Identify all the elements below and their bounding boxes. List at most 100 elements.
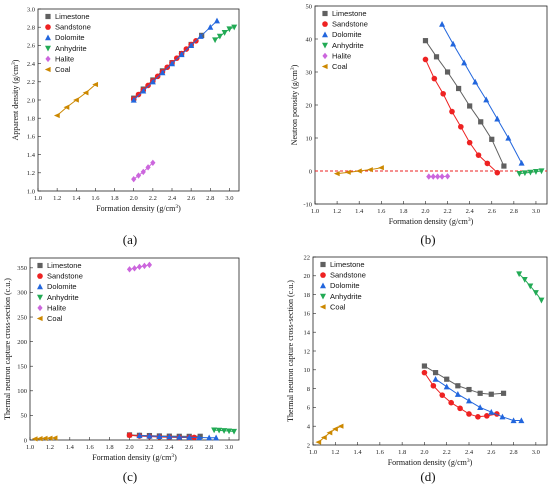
data-point xyxy=(489,136,495,142)
series-dolomite xyxy=(136,432,220,441)
y-tick-label: 14 xyxy=(304,330,311,337)
legend-marker xyxy=(320,261,326,268)
data-point xyxy=(367,167,373,173)
x-tick-label: 2.2 xyxy=(444,208,452,215)
y-tick-label: 8 xyxy=(307,386,310,393)
legend-marker xyxy=(319,304,326,310)
x-tick-label: 3.0 xyxy=(532,208,540,215)
x-tick-label: 2.0 xyxy=(125,444,133,451)
x-tick-label: 1.8 xyxy=(399,208,407,215)
data-point xyxy=(456,85,462,92)
data-point xyxy=(126,432,133,439)
data-point xyxy=(145,82,151,89)
x-tick-label: 2.4 xyxy=(165,444,174,451)
x-tick-label: 2.4 xyxy=(466,208,475,215)
data-point xyxy=(166,433,173,440)
data-point xyxy=(221,428,228,434)
data-point xyxy=(455,383,461,389)
data-point xyxy=(454,391,461,397)
legend-label: Halite xyxy=(332,51,351,60)
series-dolomite xyxy=(432,376,525,424)
y-tick-label: 6 xyxy=(307,405,311,412)
x-tick-label: 2.6 xyxy=(187,195,196,202)
x-axis-label: Formation density (g/cm3) xyxy=(96,204,181,213)
y-tick-label: -10 xyxy=(303,201,312,208)
x-tick-label: 1.2 xyxy=(46,444,54,451)
data-point xyxy=(466,397,472,404)
legend-label: Anhydrite xyxy=(55,44,87,53)
x-tick-label: 1.4 xyxy=(72,195,81,202)
data-point xyxy=(206,434,213,441)
legend-marker xyxy=(322,42,328,49)
data-point xyxy=(337,423,344,429)
y-tick-label: 1.0 xyxy=(27,188,35,195)
data-point xyxy=(466,386,472,393)
y-tick-label: 10 xyxy=(306,135,313,142)
data-point xyxy=(213,17,220,24)
x-tick-label: 2.8 xyxy=(205,444,213,451)
data-point xyxy=(516,271,523,278)
x-tick-label: 2.4 xyxy=(168,195,177,202)
x-tick-label: 2.0 xyxy=(420,449,428,456)
x-axis-label: Formation density (g/cm3) xyxy=(389,217,474,226)
data-point xyxy=(226,26,233,33)
series-anhydrite xyxy=(211,427,238,435)
data-point xyxy=(221,30,228,36)
chart-panel-1: 1.0 1.2 1.4 1.6 1.8 2.0 2.2 2.4 2.6 2.8 3.0 1.0 1.2 1… xyxy=(11,6,240,247)
legend-marker xyxy=(45,34,51,41)
data-point xyxy=(355,168,362,174)
y-tick-label: 40 xyxy=(306,36,313,43)
data-point xyxy=(444,376,450,382)
data-point xyxy=(159,69,166,76)
legend-marker xyxy=(36,315,43,322)
data-point xyxy=(432,376,439,382)
y-tick-label: 0 xyxy=(309,168,312,175)
y-axis-label: Thermal neutron capture cross-section (c… xyxy=(3,278,12,420)
x-tick-label: 1.6 xyxy=(91,195,100,202)
data-point xyxy=(516,171,523,177)
data-point xyxy=(421,363,428,369)
panel-label: (b) xyxy=(420,232,435,247)
data-point xyxy=(450,40,457,47)
data-point xyxy=(518,417,525,424)
data-point xyxy=(188,42,195,48)
panel-label: (c) xyxy=(123,469,137,484)
data-point xyxy=(439,20,446,27)
series-sandstone xyxy=(421,369,500,420)
data-point xyxy=(475,414,481,420)
x-tick-label: 2.2 xyxy=(443,449,451,456)
data-point xyxy=(73,97,79,103)
data-point xyxy=(488,391,494,397)
legend-label: Sandstone xyxy=(332,20,368,29)
series-coal xyxy=(315,423,344,445)
plot-frame xyxy=(29,257,240,441)
x-tick-label: 1.4 xyxy=(66,444,75,451)
data-point xyxy=(421,369,428,376)
legend-label: Coal xyxy=(47,314,63,323)
legend-label: Coal xyxy=(330,302,346,311)
x-tick-label: 1.6 xyxy=(86,444,95,451)
data-point xyxy=(527,283,534,290)
x-axis-label: Formation density (g/cm3) xyxy=(388,458,473,467)
data-point xyxy=(457,405,463,412)
data-point xyxy=(484,413,490,419)
y-tick-label: 1.4 xyxy=(27,152,36,159)
data-point xyxy=(216,33,223,40)
y-tick-label: 350 xyxy=(17,265,27,272)
legend-marker xyxy=(37,262,43,269)
y-tick-label: 12 xyxy=(304,348,311,355)
series-sandstone xyxy=(422,56,501,176)
data-point xyxy=(521,170,528,177)
data-point xyxy=(63,104,70,110)
series-dolomite xyxy=(439,20,525,166)
data-point xyxy=(231,24,238,31)
legend-marker xyxy=(45,24,51,30)
series-dolomite xyxy=(130,17,220,103)
legend-marker xyxy=(322,31,328,38)
x-tick-label: 1.2 xyxy=(333,208,341,215)
data-point xyxy=(422,56,429,63)
data-point xyxy=(178,51,185,58)
data-point xyxy=(431,75,438,82)
